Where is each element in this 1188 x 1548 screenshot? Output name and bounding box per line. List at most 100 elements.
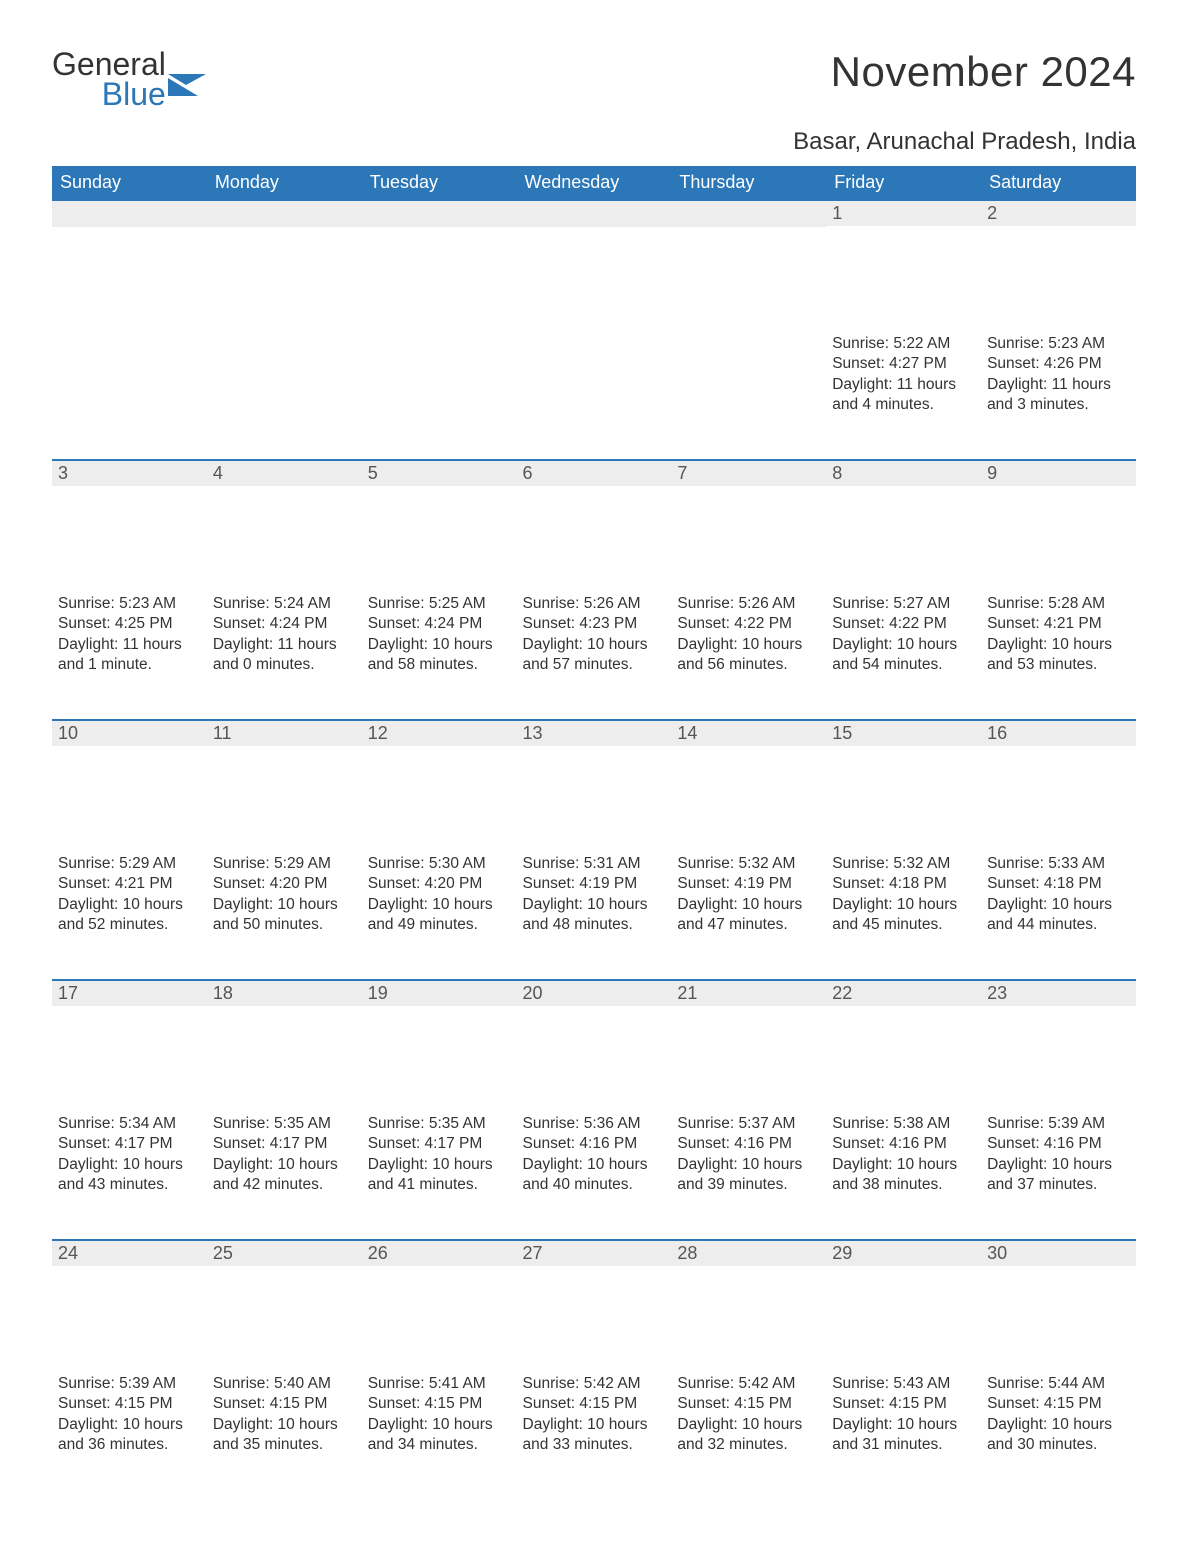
sunset-line: Sunset: 4:20 PM [368,874,511,894]
sunset-line: Sunset: 4:25 PM [58,614,201,634]
header-row: General Blue November 2024 [52,48,1136,110]
day-number: 14 [671,721,826,746]
day-cell-body: Sunrise: 5:32 AMSunset: 4:18 PMDaylight:… [826,850,981,980]
day-cell-body: Sunrise: 5:26 AMSunset: 4:23 PMDaylight:… [517,590,672,720]
day-cell-number: 29 [826,1240,981,1370]
day-number: 6 [517,461,672,486]
empty-day [671,201,826,227]
day-cell-number: 24 [52,1240,207,1370]
day-cell-number [517,200,672,330]
day-number: 24 [52,1241,207,1266]
day-details: Sunrise: 5:31 AMSunset: 4:19 PMDaylight:… [517,850,672,942]
sunset-line: Sunset: 4:16 PM [677,1134,820,1154]
week-content-row: Sunrise: 5:29 AMSunset: 4:21 PMDaylight:… [52,850,1136,980]
weekday-header: Saturday [981,166,1136,200]
day-cell-number: 19 [362,980,517,1110]
day-number: 27 [517,1241,672,1266]
month-title: November 2024 [831,48,1136,96]
day-cell-number: 7 [671,460,826,590]
empty-day [517,201,672,227]
daylight-line: Daylight: 11 hours and 0 minutes. [213,635,356,676]
day-cell-body: Sunrise: 5:35 AMSunset: 4:17 PMDaylight:… [207,1110,362,1240]
day-cell-body: Sunrise: 5:24 AMSunset: 4:24 PMDaylight:… [207,590,362,720]
day-cell-number: 4 [207,460,362,590]
day-cell-number: 30 [981,1240,1136,1370]
week-daynum-row: 3456789 [52,460,1136,590]
sunrise-line: Sunrise: 5:34 AM [58,1114,201,1134]
week-daynum-row: 12 [52,200,1136,330]
day-cell-number: 12 [362,720,517,850]
day-number: 21 [671,981,826,1006]
sunset-line: Sunset: 4:23 PM [523,614,666,634]
day-details: Sunrise: 5:37 AMSunset: 4:16 PMDaylight:… [671,1110,826,1202]
empty-day [362,201,517,227]
day-cell-number [52,200,207,330]
day-number: 25 [207,1241,362,1266]
day-cell-number: 17 [52,980,207,1110]
sunset-line: Sunset: 4:17 PM [58,1134,201,1154]
week-daynum-row: 24252627282930 [52,1240,1136,1370]
sunset-line: Sunset: 4:17 PM [368,1134,511,1154]
day-cell-number: 20 [517,980,672,1110]
daylight-line: Daylight: 10 hours and 47 minutes. [677,895,820,936]
day-number: 5 [362,461,517,486]
day-cell-body: Sunrise: 5:25 AMSunset: 4:24 PMDaylight:… [362,590,517,720]
day-number: 26 [362,1241,517,1266]
sunset-line: Sunset: 4:15 PM [213,1394,356,1414]
daylight-line: Daylight: 10 hours and 35 minutes. [213,1415,356,1456]
day-number: 30 [981,1241,1136,1266]
day-details: Sunrise: 5:23 AMSunset: 4:25 PMDaylight:… [52,590,207,682]
day-cell-number: 6 [517,460,672,590]
day-cell-number: 5 [362,460,517,590]
sunrise-line: Sunrise: 5:25 AM [368,594,511,614]
day-cell-body: Sunrise: 5:27 AMSunset: 4:22 PMDaylight:… [826,590,981,720]
daylight-line: Daylight: 10 hours and 57 minutes. [523,635,666,676]
daylight-line: Daylight: 10 hours and 44 minutes. [987,895,1130,936]
sunset-line: Sunset: 4:15 PM [523,1394,666,1414]
daylight-line: Daylight: 10 hours and 48 minutes. [523,895,666,936]
daylight-line: Daylight: 10 hours and 42 minutes. [213,1155,356,1196]
weekday-header: Wednesday [517,166,672,200]
day-cell-body: Sunrise: 5:29 AMSunset: 4:21 PMDaylight:… [52,850,207,980]
calendar-table: SundayMondayTuesdayWednesdayThursdayFrid… [52,166,1136,1500]
day-number: 16 [981,721,1136,746]
day-cell-number: 27 [517,1240,672,1370]
day-number: 12 [362,721,517,746]
sunrise-line: Sunrise: 5:31 AM [523,854,666,874]
day-number: 28 [671,1241,826,1266]
day-cell-body: Sunrise: 5:42 AMSunset: 4:15 PMDaylight:… [671,1370,826,1500]
day-cell-body: Sunrise: 5:43 AMSunset: 4:15 PMDaylight:… [826,1370,981,1500]
day-details: Sunrise: 5:42 AMSunset: 4:15 PMDaylight:… [671,1370,826,1462]
daylight-line: Daylight: 10 hours and 58 minutes. [368,635,511,676]
week-daynum-row: 17181920212223 [52,980,1136,1110]
day-cell-body: Sunrise: 5:33 AMSunset: 4:18 PMDaylight:… [981,850,1136,980]
daylight-line: Daylight: 10 hours and 34 minutes. [368,1415,511,1456]
sunrise-line: Sunrise: 5:24 AM [213,594,356,614]
sunset-line: Sunset: 4:15 PM [58,1394,201,1414]
daylight-line: Daylight: 10 hours and 37 minutes. [987,1155,1130,1196]
sunrise-line: Sunrise: 5:39 AM [58,1374,201,1394]
sunrise-line: Sunrise: 5:39 AM [987,1114,1130,1134]
day-number: 1 [826,201,981,226]
sunrise-line: Sunrise: 5:23 AM [987,334,1130,354]
daylight-line: Daylight: 10 hours and 33 minutes. [523,1415,666,1456]
day-cell-body: Sunrise: 5:41 AMSunset: 4:15 PMDaylight:… [362,1370,517,1500]
day-details: Sunrise: 5:40 AMSunset: 4:15 PMDaylight:… [207,1370,362,1462]
empty-day [52,201,207,227]
day-details: Sunrise: 5:36 AMSunset: 4:16 PMDaylight:… [517,1110,672,1202]
day-number: 10 [52,721,207,746]
sunset-line: Sunset: 4:18 PM [832,874,975,894]
sunrise-line: Sunrise: 5:33 AM [987,854,1130,874]
sunset-line: Sunset: 4:20 PM [213,874,356,894]
day-details: Sunrise: 5:25 AMSunset: 4:24 PMDaylight:… [362,590,517,682]
sunrise-line: Sunrise: 5:35 AM [368,1114,511,1134]
day-details: Sunrise: 5:34 AMSunset: 4:17 PMDaylight:… [52,1110,207,1202]
day-number: 7 [671,461,826,486]
day-number: 11 [207,721,362,746]
sunset-line: Sunset: 4:15 PM [987,1394,1130,1414]
brand-logo-text: General Blue [52,48,166,110]
daylight-line: Daylight: 11 hours and 4 minutes. [832,375,975,416]
sunset-line: Sunset: 4:27 PM [832,354,975,374]
day-number: 3 [52,461,207,486]
sunset-line: Sunset: 4:15 PM [677,1394,820,1414]
